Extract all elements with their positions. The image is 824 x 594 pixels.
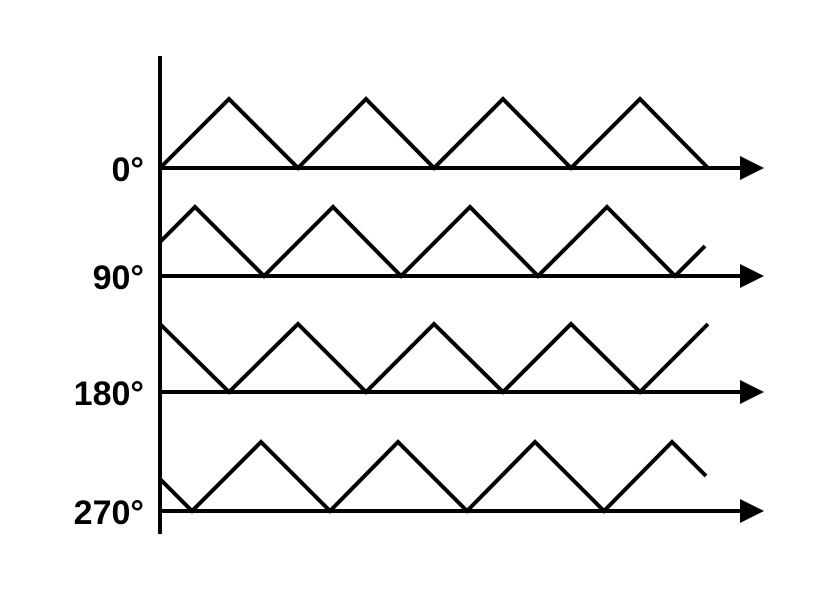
arrow-head-90: [740, 264, 764, 288]
phase-label-270: 270°: [74, 494, 144, 532]
arrow-head-180: [740, 380, 764, 404]
arrow-head-0: [740, 156, 764, 180]
row-90deg: 90°: [93, 204, 764, 297]
phase-label-0: 0°: [111, 151, 144, 189]
triangle-wave-270: [158, 439, 708, 514]
triangle-wave-0: [158, 96, 710, 171]
triangle-wave-180: [158, 321, 710, 395]
arrow-head-270: [740, 499, 764, 523]
phase-label-180: 180°: [74, 375, 144, 413]
row-0deg: 0°: [111, 96, 764, 189]
triangle-wave-90: [158, 204, 707, 279]
phase-label-90: 90°: [93, 259, 144, 297]
row-270deg: 270°: [74, 439, 764, 532]
row-180deg: 180°: [74, 321, 764, 413]
